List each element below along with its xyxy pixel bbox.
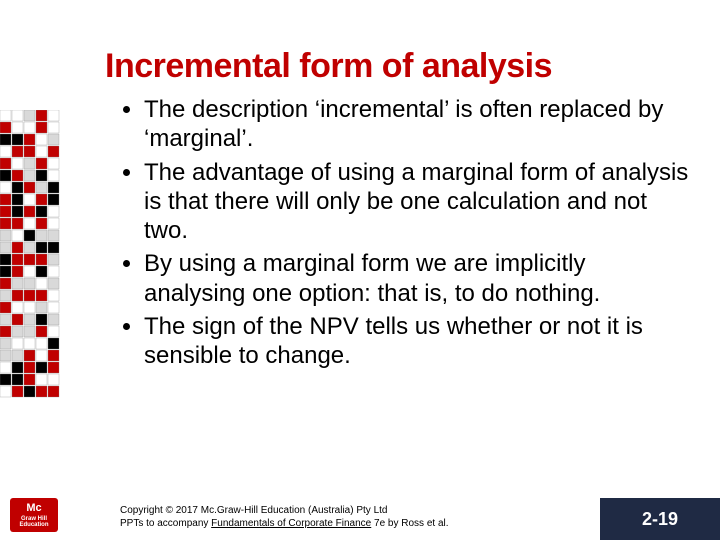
copyright-line2-a: PPTs to accompany xyxy=(120,518,211,529)
copyright-line2-b: Fundamentals of Corporate Finance xyxy=(211,518,371,529)
copyright-line2: PPTs to accompany Fundamentals of Corpor… xyxy=(120,518,449,531)
side-art xyxy=(0,110,60,440)
logo-text-top: Mc xyxy=(26,503,41,514)
copyright-line2-c: 7e by Ross et al. xyxy=(371,518,448,529)
publisher-logo: Mc Graw Hill Education xyxy=(10,498,58,532)
bullet-list: The description ‘incremental’ is often r… xyxy=(120,95,690,374)
bullet-item: By using a marginal form we are implicit… xyxy=(144,249,690,308)
logo-text-bot: Education xyxy=(19,522,48,528)
bullet-item: The sign of the NPV tells us whether or … xyxy=(144,312,690,371)
bullet-item: The advantage of using a marginal form o… xyxy=(144,158,690,246)
page-number: 2-19 xyxy=(600,498,720,540)
slide-title: Incremental form of analysis xyxy=(105,47,690,86)
bullet-item: The description ‘incremental’ is often r… xyxy=(144,95,690,154)
copyright: Copyright © 2017 Mc.Graw-Hill Education … xyxy=(120,505,449,530)
footer: Copyright © 2017 Mc.Graw-Hill Education … xyxy=(0,498,720,540)
copyright-line1: Copyright © 2017 Mc.Graw-Hill Education … xyxy=(120,505,449,518)
